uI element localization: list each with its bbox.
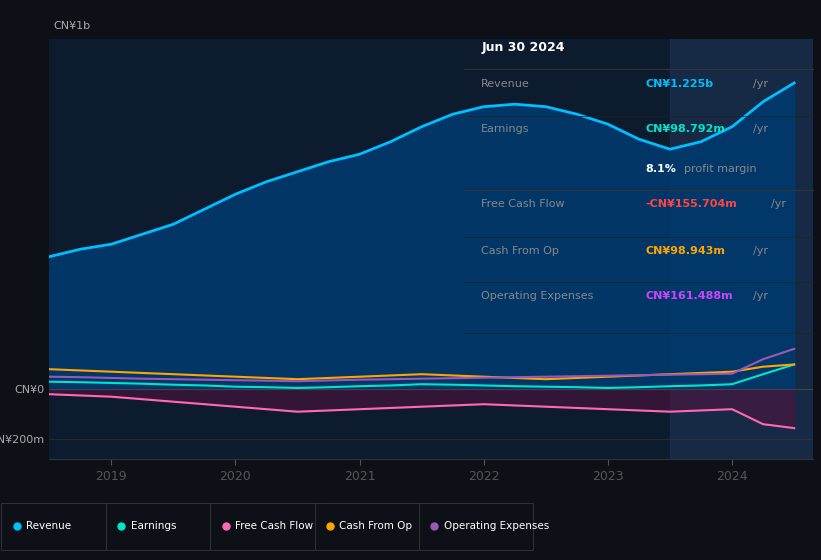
Text: Operating Expenses: Operating Expenses [481,291,594,301]
Text: CN¥1.225b: CN¥1.225b [645,80,713,89]
FancyBboxPatch shape [210,503,324,550]
Text: Earnings: Earnings [131,521,177,531]
Text: Operating Expenses: Operating Expenses [444,521,549,531]
Text: Free Cash Flow: Free Cash Flow [235,521,313,531]
FancyBboxPatch shape [2,503,116,550]
Text: /yr: /yr [754,124,768,134]
Text: Revenue: Revenue [26,521,71,531]
FancyBboxPatch shape [419,503,534,550]
Text: CN¥98.792m: CN¥98.792m [645,124,725,134]
FancyBboxPatch shape [314,503,429,550]
Text: /yr: /yr [771,199,786,209]
Text: Cash From Op: Cash From Op [481,246,559,256]
Text: CN¥98.943m: CN¥98.943m [645,246,725,256]
Text: profit margin: profit margin [684,165,756,174]
Text: Earnings: Earnings [481,124,530,134]
Text: Cash From Op: Cash From Op [339,521,412,531]
Text: Revenue: Revenue [481,80,530,89]
Text: /yr: /yr [754,246,768,256]
FancyBboxPatch shape [106,503,220,550]
Text: Free Cash Flow: Free Cash Flow [481,199,565,209]
Text: 8.1%: 8.1% [645,165,677,174]
Text: -CN¥155.704m: -CN¥155.704m [645,199,737,209]
Text: /yr: /yr [754,291,768,301]
Bar [670,39,813,459]
Text: CN¥1b: CN¥1b [53,21,90,31]
Text: /yr: /yr [754,80,768,89]
Text: CN¥161.488m: CN¥161.488m [645,291,733,301]
Text: Jun 30 2024: Jun 30 2024 [481,41,565,54]
